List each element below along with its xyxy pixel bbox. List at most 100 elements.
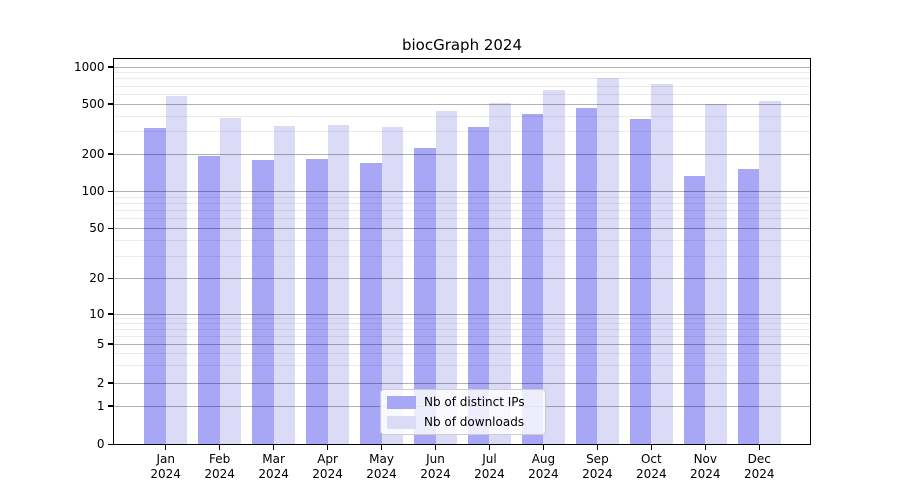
x-tick-mark-apr xyxy=(326,444,329,450)
x-tick-year-text: 2024 xyxy=(366,466,397,481)
x-tick-mark-feb xyxy=(218,444,221,450)
x-tick-year-text: 2024 xyxy=(636,466,667,481)
gridline-major-5 xyxy=(113,343,811,345)
x-tick-year-text: 2024 xyxy=(204,466,235,481)
legend-item-distinct-ips: Nb of distinct IPs xyxy=(387,394,545,411)
legend-label-downloads: Nb of downloads xyxy=(424,415,525,429)
y-tick-mark-0 xyxy=(107,443,113,446)
gridline-minor-400 xyxy=(113,115,811,117)
bar-downloads-sep xyxy=(597,78,619,445)
bar-distinct-ips-oct xyxy=(629,118,652,445)
y-tick-label-50: 50 xyxy=(89,221,105,235)
bar-distinct-ips-sep xyxy=(575,107,598,445)
x-tick-label-sep: Sep 2024 xyxy=(565,452,629,482)
y-tick-label-5: 5 xyxy=(96,336,105,351)
y-tick-mark-10 xyxy=(107,313,113,315)
bar-downloads-jun xyxy=(435,110,457,445)
x-tick-mark-mar xyxy=(272,444,275,450)
bar-downloads-aug xyxy=(543,89,565,445)
x-tick-year-text: 2024 xyxy=(150,466,181,481)
x-tick-label-dec: Dec 2024 xyxy=(727,452,791,482)
x-tick-year-text: 2024 xyxy=(420,466,451,481)
bar-downloads-mar xyxy=(273,125,296,445)
legend-swatch-downloads xyxy=(387,415,416,429)
gridline-major-500 xyxy=(113,103,811,105)
gridline-minor-3 xyxy=(113,365,811,367)
x-tick-label-jan: Jan 2024 xyxy=(134,452,198,482)
gridline-major-2 xyxy=(113,382,811,384)
gridline-minor-6 xyxy=(113,335,811,337)
y-tick-label-0: 0 xyxy=(96,437,105,451)
bar-downloads-nov xyxy=(705,104,727,445)
gridline-major-20 xyxy=(113,278,811,279)
gridline-major-10 xyxy=(113,313,811,315)
x-tick-month-text: Nov xyxy=(693,451,717,466)
gridline-major-1000 xyxy=(113,66,811,68)
x-tick-mark-sep xyxy=(596,444,599,450)
bar-downloads-may xyxy=(381,126,404,445)
x-tick-year-text: 2024 xyxy=(528,466,559,481)
y-tick-mark-1000 xyxy=(107,66,113,68)
x-tick-label-aug: Aug 2024 xyxy=(511,452,575,482)
gridline-major-100 xyxy=(113,191,811,192)
bar-distinct-ips-may xyxy=(360,163,382,445)
bar-distinct-ips-nov xyxy=(683,176,706,445)
gridline-minor-900 xyxy=(113,72,811,74)
y-tick-mark-100 xyxy=(107,190,113,193)
x-tick-label-jul: Jul 2024 xyxy=(457,452,521,482)
x-tick-year-text: 2024 xyxy=(312,466,343,481)
x-tick-mark-jul xyxy=(488,444,491,450)
gridline-minor-30 xyxy=(113,255,811,257)
gridline-minor-80 xyxy=(113,202,811,204)
gridline-minor-40 xyxy=(113,240,811,242)
x-tick-month-text: Sep xyxy=(586,451,609,466)
bar-downloads-dec xyxy=(759,101,781,445)
gridline-minor-8 xyxy=(113,323,811,325)
x-tick-mark-jun xyxy=(434,444,437,450)
x-tick-year-text: 2024 xyxy=(743,466,775,481)
gridline-minor-700 xyxy=(113,85,811,87)
y-tick-mark-2 xyxy=(107,382,113,384)
x-tick-month-text: Jan xyxy=(156,451,175,466)
y-tick-mark-500 xyxy=(107,103,113,105)
legend-item-downloads: Nb of downloads xyxy=(387,414,545,431)
x-tick-month-text: Feb xyxy=(209,451,231,466)
y-tick-mark-20 xyxy=(107,277,113,280)
x-tick-label-oct: Oct 2024 xyxy=(619,452,683,482)
bar-distinct-ips-jun xyxy=(414,147,436,445)
x-tick-year-text: 2024 xyxy=(690,466,721,481)
gridline-minor-7 xyxy=(113,328,811,330)
x-tick-mark-jan xyxy=(164,444,167,450)
x-tick-label-feb: Feb 2024 xyxy=(188,452,252,482)
y-tick-label-2: 2 xyxy=(96,375,105,390)
y-tick-mark-5 xyxy=(107,343,113,345)
bar-downloads-oct xyxy=(651,83,673,445)
x-tick-month-text: Jul xyxy=(482,451,497,466)
y-tick-label-200: 200 xyxy=(81,146,105,161)
y-tick-label-1: 1 xyxy=(96,398,105,413)
x-tick-mark-aug xyxy=(542,444,545,450)
x-tick-month-text: Dec xyxy=(747,451,771,466)
gridline-minor-70 xyxy=(113,210,811,212)
bar-downloads-jan xyxy=(165,96,188,445)
gridline-minor-9 xyxy=(113,318,811,320)
x-tick-label-mar: Mar 2024 xyxy=(242,452,306,482)
x-tick-month-text: Apr xyxy=(317,451,338,466)
x-tick-label-nov: Nov 2024 xyxy=(673,452,737,482)
y-tick-mark-1 xyxy=(107,405,113,407)
bar-distinct-ips-dec xyxy=(737,168,760,445)
gridline-minor-600 xyxy=(113,93,811,95)
y-tick-label-1000: 1000 xyxy=(73,59,105,74)
y-tick-label-500: 500 xyxy=(81,96,105,111)
bar-distinct-ips-jan xyxy=(144,128,166,445)
bar-distinct-ips-aug xyxy=(521,114,544,445)
bar-downloads-feb xyxy=(219,117,242,445)
x-tick-label-jun: Jun 2024 xyxy=(404,452,468,482)
bar-distinct-ips-apr xyxy=(306,158,328,445)
gridline-minor-90 xyxy=(113,196,811,198)
x-tick-label-apr: Apr 2024 xyxy=(296,452,360,482)
x-tick-label-may: May 2024 xyxy=(350,452,414,482)
x-tick-mark-oct xyxy=(650,444,653,450)
y-tick-mark-200 xyxy=(107,153,113,155)
